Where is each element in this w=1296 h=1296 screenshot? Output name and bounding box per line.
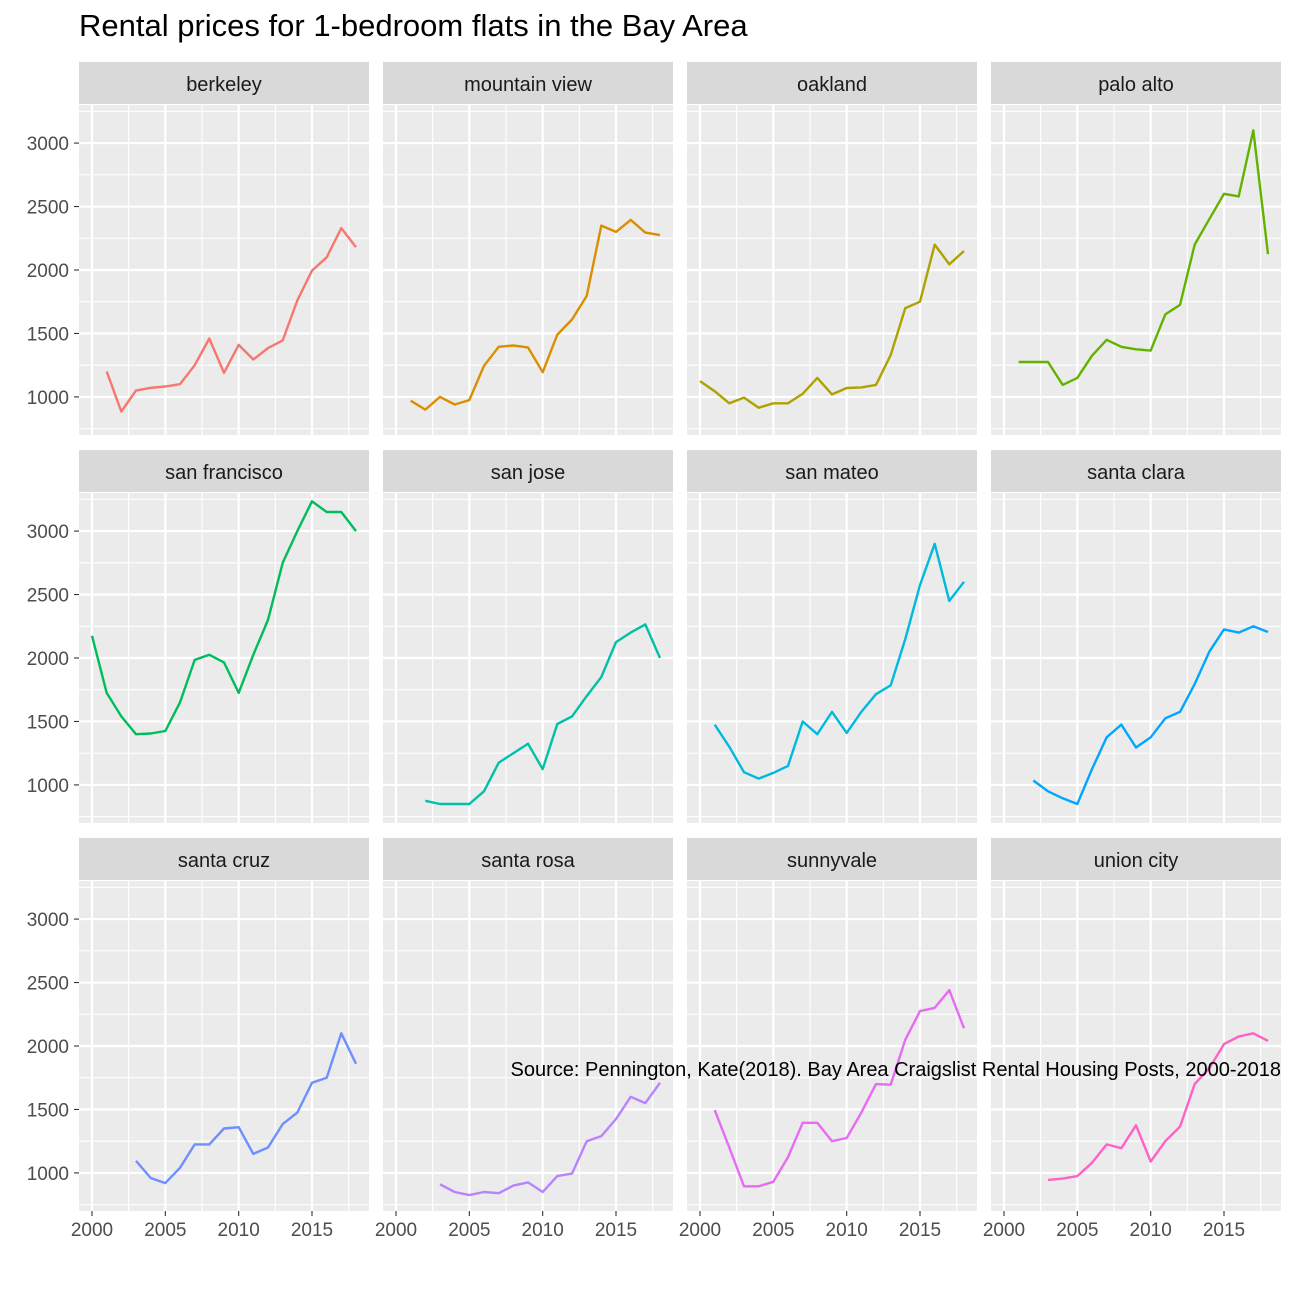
facet-panel: berkeley 1000 1500 2000 2500 3000 [27,62,369,435]
x-tick-label: 2015 [291,1220,333,1241]
y-tick-label: 2500 [27,198,69,219]
facet-panel: santa rosa 2000 2005 2010 2015 [375,838,673,1241]
x-tick-label: 2010 [1130,1220,1172,1241]
y-tick-label: 1000 [27,1164,69,1185]
facet-strip [383,62,673,104]
facet-panel: union city 2000 2005 2010 2015 [983,838,1281,1241]
x-tick-label: 2000 [71,1220,113,1241]
series-line [425,623,662,806]
y-tick-label: 2000 [27,1037,69,1058]
series-line [699,243,965,409]
x-tick-label: 2015 [1203,1220,1245,1241]
facet-panel: oakland [687,62,977,435]
series-line [105,226,357,413]
y-tick-label: 2000 [27,649,69,670]
facet-strip [687,838,977,880]
facet-strip-label: santa cruz [178,850,270,872]
x-tick-label: 2000 [679,1220,721,1241]
facet-strip-label: mountain view [464,74,592,96]
series-line [1032,625,1269,806]
series-line [410,218,661,411]
y-tick-label: 2500 [27,586,69,607]
facet-strip-label: san jose [491,462,566,484]
facet-strip [991,62,1281,104]
facet-panel: mountain view [383,62,673,435]
facet-strip [991,450,1281,492]
x-tick-label: 2000 [983,1220,1025,1241]
x-tick-label: 2005 [448,1220,490,1241]
facet-panel: san jose [383,450,673,823]
y-tick-label: 1500 [27,324,69,345]
series-line [1047,1032,1269,1182]
series-line [1018,129,1270,387]
facet-panel: palo alto [991,62,1281,435]
chart-caption: Source: Pennington, Kate(2018). Bay Area… [510,1059,1281,1081]
facet-strip-label: union city [1094,850,1179,872]
facet-strip [991,838,1281,880]
facet-strip-label: san francisco [165,462,283,484]
facet-strip-label: santa clara [1087,462,1186,484]
y-tick-label: 1500 [27,1100,69,1121]
x-tick-label: 2005 [1056,1220,1098,1241]
x-tick-label: 2000 [375,1220,417,1241]
series-line [439,1082,661,1197]
facet-panel: santa cruz 1000 1500 2000 2500 3000 2000 2005 20… [27,838,369,1241]
facet-panel: san francisco 1000 1500 2000 2500 3000 [27,450,369,823]
facet-strip-label: santa rosa [481,850,575,872]
facet-strip [383,838,673,880]
facet-strip [687,62,977,104]
facet-strip-label: oakland [797,74,867,96]
y-tick-label: 2500 [27,974,69,995]
chart-title: Rental prices for 1-bedroom flats in the… [79,8,748,43]
facet-panel: santa clara [991,450,1281,823]
y-tick-label: 1500 [27,712,69,733]
series-line [713,989,966,1188]
x-tick-label: 2010 [218,1220,260,1241]
facet-strip-label: palo alto [1098,74,1174,96]
facet-strip [79,62,369,104]
x-tick-label: 2015 [595,1220,637,1241]
facet-panel: sunnyvale 2000 2005 2010 2015 [679,838,977,1241]
x-tick-label: 2015 [899,1220,941,1241]
series-line [90,500,357,736]
y-tick-label: 2000 [27,261,69,282]
y-tick-label: 1000 [27,776,69,797]
facet-strip [79,838,369,880]
x-tick-label: 2005 [752,1220,794,1241]
facet-panel: san mateo [687,450,977,823]
y-tick-label: 1000 [27,388,69,409]
facet-strip [79,450,369,492]
facet-strip-label: berkeley [186,74,262,96]
y-tick-label: 3000 [27,522,69,543]
x-tick-label: 2010 [826,1220,868,1241]
y-tick-label: 3000 [27,910,69,931]
facet-strip-label: san mateo [785,462,878,484]
x-tick-label: 2010 [522,1220,564,1241]
series-line [713,542,965,780]
y-tick-label: 3000 [27,134,69,155]
series-line [135,1032,358,1185]
facet-strip-label: sunnyvale [787,850,877,872]
facet-strip [687,450,977,492]
facet-strip [383,450,673,492]
x-tick-label: 2005 [144,1220,186,1241]
